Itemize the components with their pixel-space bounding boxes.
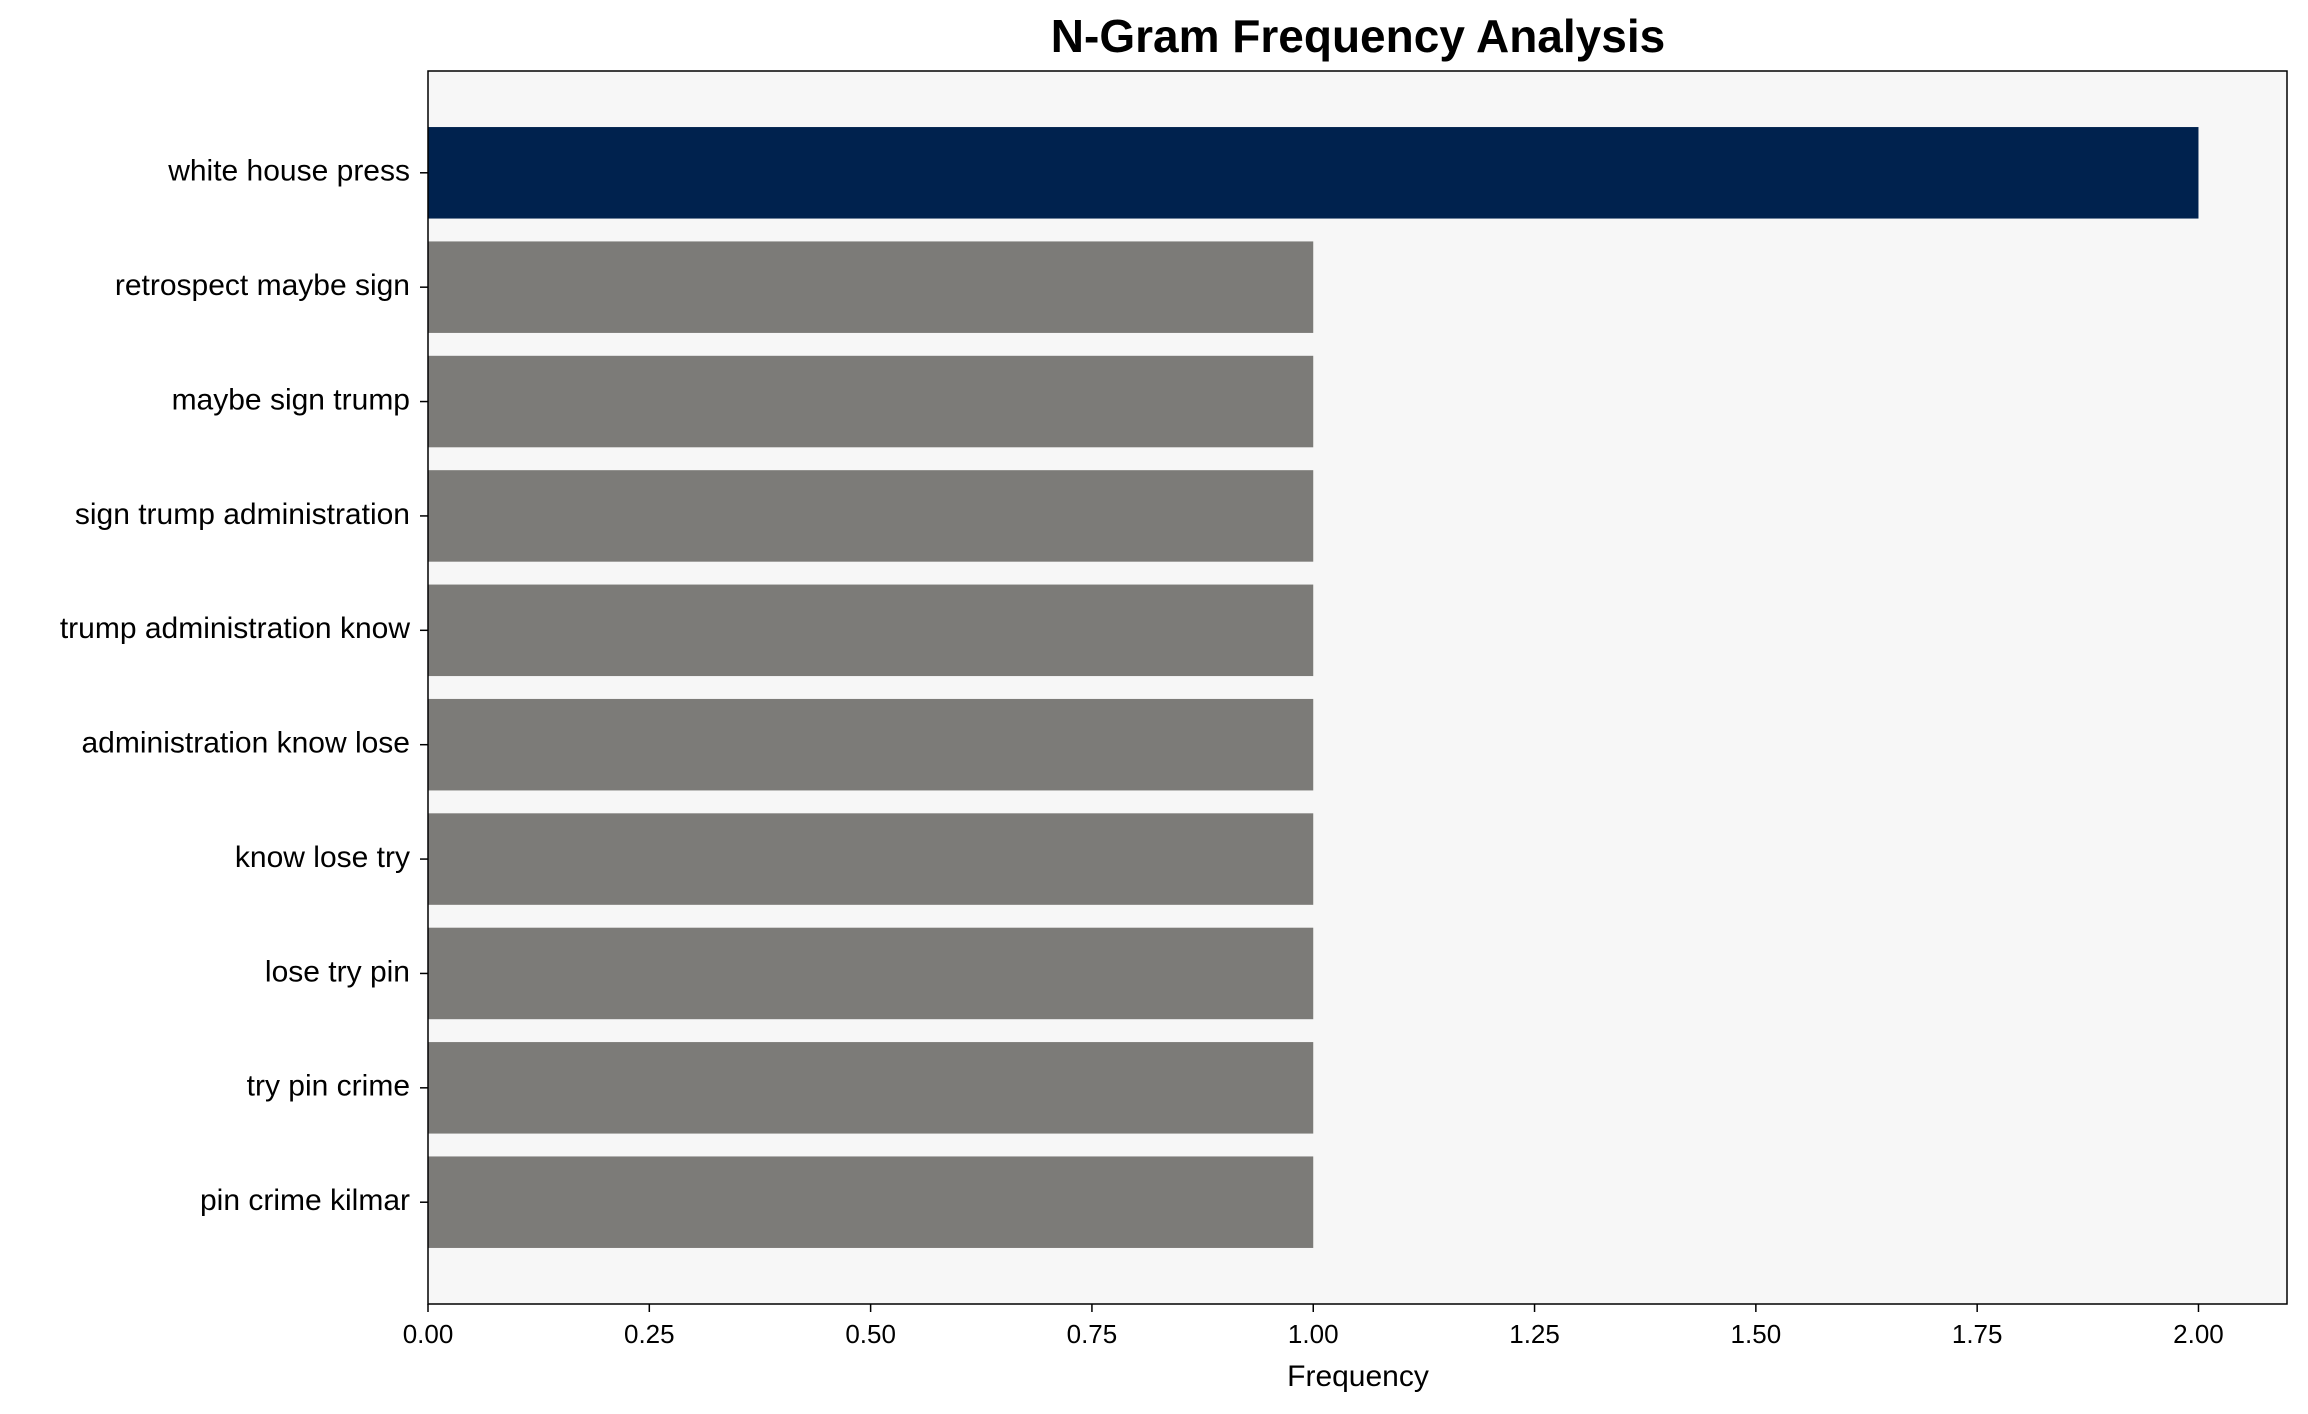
y-tick-label: try pin crime — [247, 1070, 410, 1103]
x-tick-label: 1.00 — [1288, 1319, 1339, 1349]
y-tick-label: retrospect maybe sign — [115, 269, 410, 302]
x-tick-label: 1.75 — [1952, 1319, 2003, 1349]
bar — [428, 1156, 1314, 1248]
y-tick-label: white house press — [167, 155, 410, 188]
y-tick-label: maybe sign trump — [172, 383, 410, 416]
bar — [428, 470, 1314, 562]
y-tick-label: pin crime kilmar — [200, 1184, 410, 1217]
bar — [428, 584, 1314, 677]
x-tick-label: 1.50 — [1731, 1319, 1782, 1349]
bar — [428, 698, 1314, 791]
bar — [428, 127, 2199, 219]
chart-title: N-Gram Frequency Analysis — [1051, 10, 1665, 62]
x-tick-label: 0.75 — [1067, 1319, 1118, 1349]
y-tick-label: trump administration know — [60, 612, 410, 645]
bar — [428, 355, 1314, 448]
axes-frame — [427, 70, 2288, 1305]
bar — [428, 927, 1314, 1020]
x-tick-label: 0.50 — [845, 1319, 896, 1349]
y-tick-label: know lose try — [235, 841, 410, 874]
x-tick-label: 1.25 — [1509, 1319, 1560, 1349]
x-tick-label: 0.00 — [403, 1319, 454, 1349]
x-tick-label: 0.25 — [624, 1319, 675, 1349]
y-tick-label: sign trump administration — [75, 498, 410, 531]
x-axis-label: Frequency — [1287, 1360, 1429, 1393]
x-tick-label: 2.00 — [2173, 1319, 2224, 1349]
bar — [428, 1042, 1314, 1134]
bar — [428, 813, 1314, 905]
y-tick-label: lose try pin — [265, 955, 410, 988]
y-tick-label: administration know lose — [82, 727, 411, 760]
bar — [428, 241, 1314, 333]
